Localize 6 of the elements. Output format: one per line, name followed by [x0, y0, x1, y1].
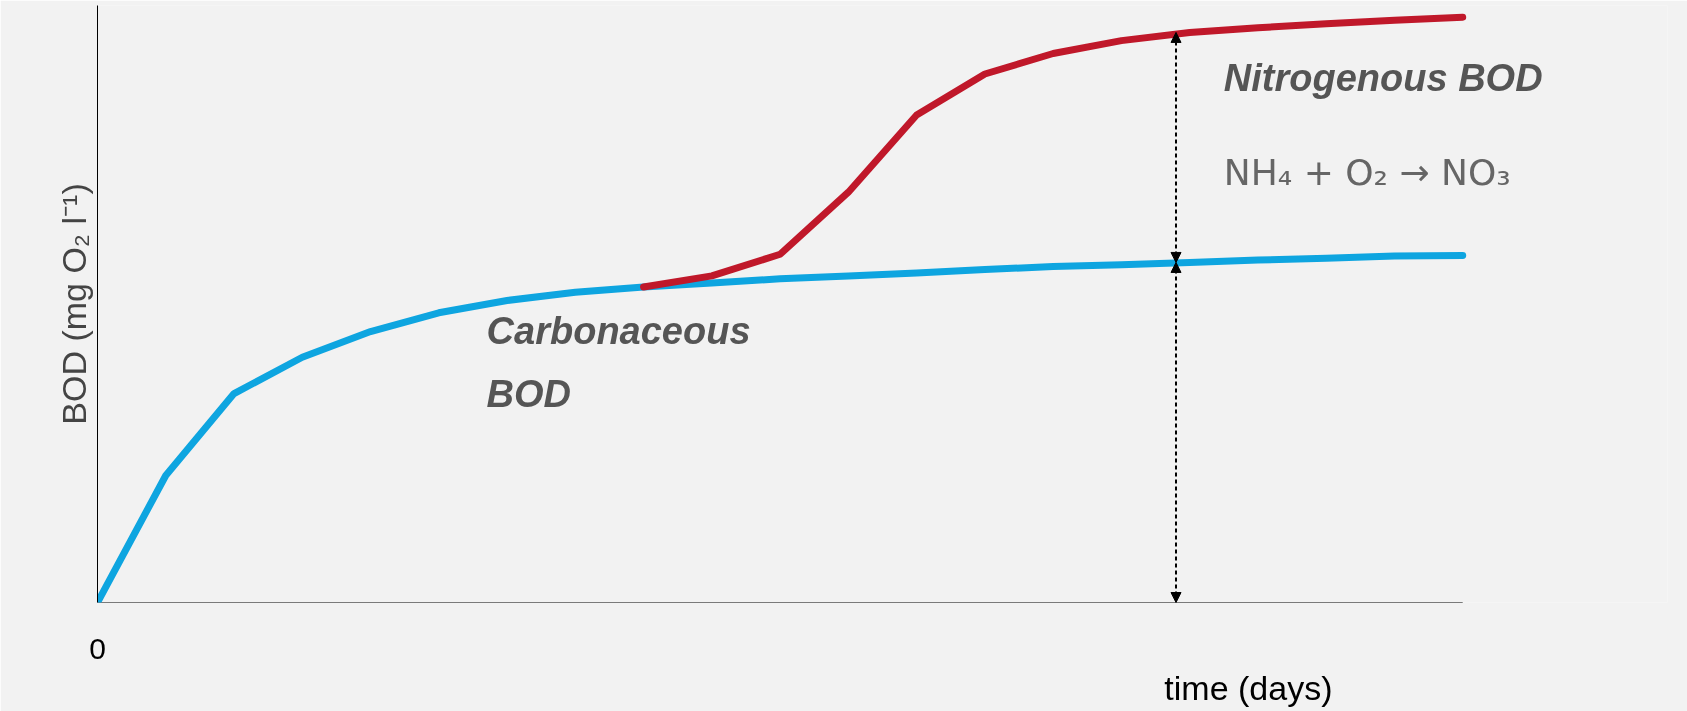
annotation: NH₄ + O₂ → NO₃ [1223, 151, 1511, 193]
annotation: Nitrogenous BOD [1223, 57, 1543, 100]
text: 0 [89, 631, 106, 665]
annotation: Carbonaceous BOD [486, 310, 751, 416]
y-axis-title: BOD (mg O₂ l⁻¹) [54, 183, 93, 425]
x-axis-title: time (days) [1164, 668, 1333, 707]
